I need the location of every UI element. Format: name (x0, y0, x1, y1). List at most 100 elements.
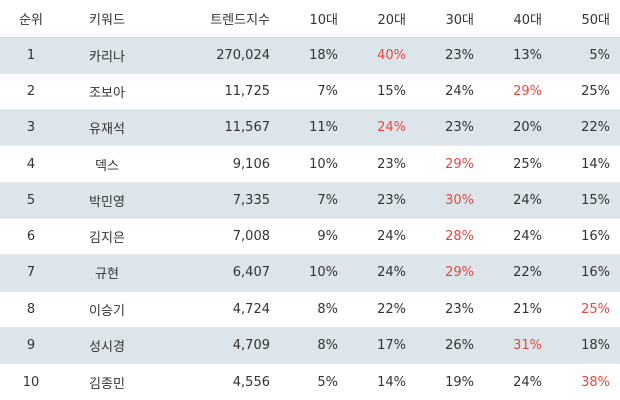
age-30s-cell: 23% (445, 120, 474, 136)
age-20s-cell: 24% (377, 120, 406, 136)
age-40s-cell: 13% (513, 47, 542, 63)
trend-index-cell: 6,407 (232, 265, 270, 281)
rank-cell: 10 (22, 374, 40, 390)
trend-index-cell: 9,106 (232, 156, 270, 172)
age-30s-cell: 30% (445, 192, 474, 208)
table-row: 5 박민영 7,335 7% 23% 30% 24% 15% (0, 182, 620, 219)
header-trend-index: 트렌드지수 (152, 0, 280, 38)
rank-cell: 5 (26, 192, 36, 208)
age-10s-cell: 10% (309, 156, 338, 172)
rank-cell: 1 (26, 47, 36, 63)
table-row: 8 이승기 4,724 8% 22% 23% 21% 25% (0, 291, 620, 328)
age-20s-cell: 40% (377, 47, 406, 63)
age-30s-cell: 29% (445, 265, 474, 281)
age-50s-cell: 16% (581, 265, 610, 281)
age-10s-cell: 5% (317, 374, 338, 390)
header-age-40s: 40대 (484, 0, 552, 38)
age-30s-cell: 29% (445, 156, 474, 172)
age-10s-cell: 7% (317, 83, 338, 99)
keyword-cell: 규현 (95, 267, 119, 283)
age-20s-cell: 23% (377, 192, 406, 208)
keyword-cell: 이승기 (89, 303, 125, 319)
age-50s-cell: 14% (581, 156, 610, 172)
age-30s-cell: 23% (445, 47, 474, 63)
age-40s-cell: 24% (513, 229, 542, 245)
header-age-30s: 30대 (416, 0, 484, 38)
rank-cell: 2 (26, 83, 36, 99)
age-20s-cell: 15% (377, 83, 406, 99)
trend-index-cell: 4,709 (232, 338, 270, 354)
age-40s-cell: 22% (513, 265, 542, 281)
keyword-cell: 김종민 (89, 376, 125, 392)
age-40s-cell: 29% (513, 83, 542, 99)
age-50s-cell: 5% (589, 47, 610, 63)
age-10s-cell: 8% (317, 301, 338, 317)
age-10s-cell: 7% (317, 192, 338, 208)
age-50s-cell: 16% (581, 229, 610, 245)
header-rank: 순위 (0, 0, 62, 38)
age-10s-cell: 9% (317, 229, 338, 245)
rank-cell: 7 (26, 265, 36, 281)
age-10s-cell: 8% (317, 338, 338, 354)
table-row: 3 유재석 11,567 11% 24% 23% 20% 22% (0, 109, 620, 146)
age-40s-cell: 24% (513, 192, 542, 208)
trend-index-cell: 270,024 (216, 47, 270, 63)
header-age-10s: 10대 (280, 0, 348, 38)
trend-index-cell: 4,724 (232, 301, 270, 317)
age-10s-cell: 11% (309, 120, 338, 136)
table-row: 4 덱스 9,106 10% 23% 29% 25% 14% (0, 146, 620, 183)
rank-cell: 4 (26, 156, 36, 172)
age-30s-cell: 19% (445, 374, 474, 390)
age-30s-cell: 28% (445, 229, 474, 245)
age-10s-cell: 18% (309, 47, 338, 63)
table-row: 7 규현 6,407 10% 24% 29% 22% 16% (0, 254, 620, 292)
trend-index-cell: 11,725 (224, 83, 271, 99)
header-age-50s: 50대 (552, 0, 620, 38)
table-body: 1 카리나 270,024 18% 40% 23% 13% 5% 2 조보아 11,725 7% 15%… (0, 37, 620, 400)
trend-index-cell: 7,335 (232, 192, 270, 208)
rank-cell: 6 (26, 229, 36, 245)
age-10s-cell: 10% (309, 265, 338, 281)
age-50s-cell: 22% (581, 120, 610, 136)
table-row: 2 조보아 11,725 7% 15% 24% 29% 25% (0, 73, 620, 110)
keyword-cell: 성시경 (89, 340, 125, 356)
header-age-20s: 20대 (348, 0, 416, 38)
age-20s-cell: 23% (377, 156, 406, 172)
keyword-cell: 유재석 (89, 122, 125, 138)
age-40s-cell: 20% (513, 120, 542, 136)
keyword-cell: 김지은 (89, 231, 125, 247)
age-40s-cell: 31% (513, 338, 542, 354)
age-20s-cell: 24% (377, 229, 406, 245)
age-30s-cell: 23% (445, 301, 474, 317)
table-header-row: 순위 키워드 트렌드지수 10대 20대 30대 40대 50대 (0, 0, 620, 38)
trend-index-cell: 4,556 (232, 374, 270, 390)
keyword-cell: 덱스 (95, 158, 119, 174)
age-40s-cell: 21% (513, 301, 542, 317)
age-40s-cell: 25% (513, 156, 542, 172)
table-row: 6 김지은 7,008 9% 24% 28% 24% 16% (0, 218, 620, 255)
age-50s-cell: 15% (581, 192, 610, 208)
age-50s-cell: 18% (581, 338, 610, 354)
trend-index-cell: 11,567 (224, 120, 271, 136)
age-50s-cell: 38% (581, 374, 610, 390)
table-row: 10 김종민 4,556 5% 14% 19% 24% 38% (0, 364, 620, 400)
age-40s-cell: 24% (513, 374, 542, 390)
trend-index-cell: 7,008 (232, 229, 270, 245)
keyword-cell: 조보아 (89, 85, 125, 101)
age-20s-cell: 22% (377, 301, 406, 317)
rank-cell: 9 (26, 338, 36, 354)
keyword-cell: 카리나 (89, 49, 125, 65)
keyword-cell: 박민영 (89, 194, 125, 210)
age-20s-cell: 17% (377, 338, 406, 354)
age-50s-cell: 25% (581, 301, 610, 317)
table-row: 9 성시경 4,709 8% 17% 26% 31% 18% (0, 327, 620, 364)
rank-cell: 8 (26, 301, 36, 317)
rank-cell: 3 (26, 120, 36, 136)
age-50s-cell: 25% (581, 83, 610, 99)
age-30s-cell: 24% (445, 83, 474, 99)
age-20s-cell: 14% (377, 374, 406, 390)
table-row: 1 카리나 270,024 18% 40% 23% 13% 5% (0, 37, 620, 74)
age-20s-cell: 24% (377, 265, 406, 281)
header-keyword: 키워드 (62, 0, 152, 38)
